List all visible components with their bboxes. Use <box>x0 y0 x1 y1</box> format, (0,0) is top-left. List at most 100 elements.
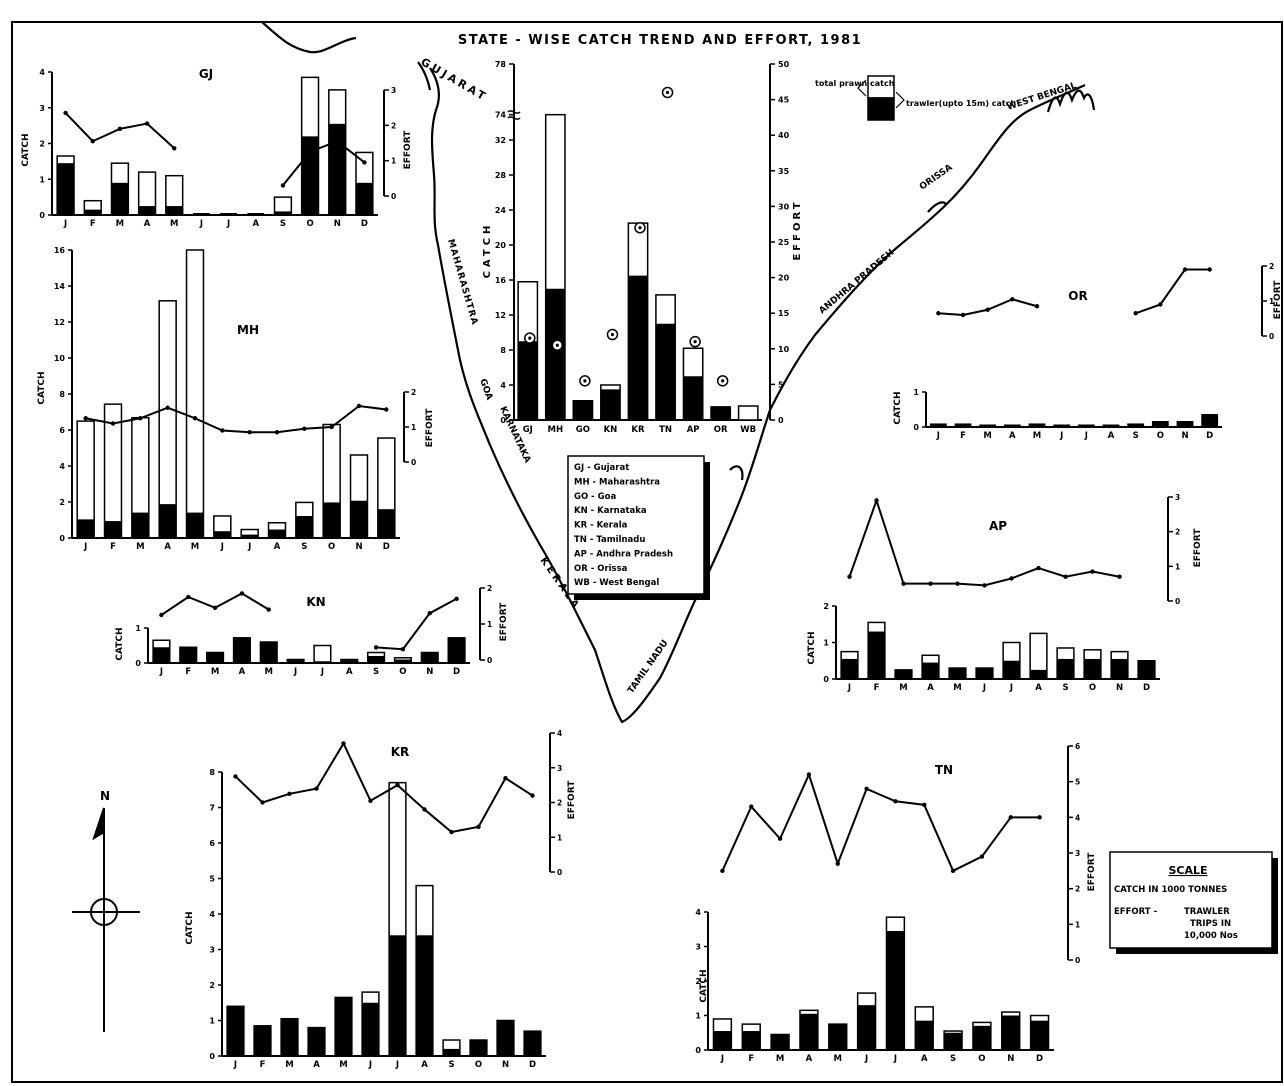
kr-trawler-bar <box>227 1006 244 1056</box>
scale-box-frame <box>1109 851 1273 949</box>
or-trawler-bar <box>1202 414 1218 427</box>
or-month-label: A <box>1009 431 1016 441</box>
figure-border <box>11 21 1283 1083</box>
summary-trawler-bar <box>600 389 621 420</box>
tn-effort-tick-label: 5 <box>1075 778 1080 787</box>
gj-trawler-bar <box>301 136 319 215</box>
ap-month-label: O <box>1089 683 1096 693</box>
tn-trawler-bar <box>713 1031 732 1050</box>
or-month-label: J <box>1059 431 1063 441</box>
kr-effort-axis-title: EFFORT <box>567 780 577 820</box>
summary-trawler-bar <box>683 376 703 420</box>
summary-effort-marker-dot <box>638 226 642 230</box>
tn-month-label: O <box>978 1054 985 1064</box>
mh-effort-line <box>85 404 387 434</box>
scale-catch: CATCH IN 1000 TONNES <box>1114 885 1227 895</box>
or-trawler-bar <box>1078 425 1094 427</box>
mh-month-label: M <box>191 542 199 552</box>
ap-month-label: A <box>927 683 934 693</box>
ap-trawler-bar <box>949 668 966 679</box>
kr-catch-tick-label: 7 <box>209 804 215 813</box>
kr-effort-tick-label: 3 <box>557 764 562 773</box>
ap-month-label: A <box>1035 683 1042 693</box>
or-trawler-bar <box>1004 425 1020 427</box>
gj-month-label: S <box>280 219 286 229</box>
or-trawler-bar <box>1152 421 1168 427</box>
mh-month-label: M <box>136 542 144 552</box>
kn-trawler-bar <box>233 637 251 663</box>
or-effort-point <box>1207 267 1212 272</box>
kr-effort-tick-label: 2 <box>557 799 562 808</box>
tn-catch-axis-title: CATCH <box>699 969 709 1002</box>
kn-trawler-bar <box>153 647 170 663</box>
summary-catch-tick-label: 16 <box>495 276 507 285</box>
kr-trawler-bar <box>308 1027 325 1056</box>
mh-effort-tick-label: 0 <box>411 458 416 467</box>
mh-total-bar <box>158 300 177 539</box>
tn-month-label: J <box>893 1054 897 1064</box>
mh-trawler-bar <box>186 512 204 538</box>
or-month-label: O <box>1157 431 1164 441</box>
kr-month-label: S <box>448 1060 454 1070</box>
summary-effort-tick-label: 20 <box>778 274 790 283</box>
state-legend-row: MH - Maharashtra <box>574 477 660 487</box>
kn-month-label: M <box>211 667 219 677</box>
summary-category-label: AP <box>687 425 700 435</box>
kr-catch-axis-title: CATCH <box>185 911 195 944</box>
ap-trawler-bar <box>1138 660 1155 679</box>
mh-catch-tick-label: 10 <box>54 354 66 363</box>
ap-effort-tick-label: 0 <box>1175 597 1180 606</box>
mh-trawler-bar <box>213 531 231 538</box>
tn-month-label: N <box>1007 1054 1014 1064</box>
chilka-lake <box>927 201 947 213</box>
mh-trawler-bar <box>104 521 122 538</box>
kn-effort-line <box>160 592 270 616</box>
kr-month-label: M <box>285 1060 293 1070</box>
mh-trawler-bar <box>241 534 259 538</box>
tn-trawler-bar <box>1030 1020 1049 1050</box>
ap-catch-tick-label: 2 <box>823 602 829 611</box>
gj-trawler-bar <box>84 209 102 215</box>
or-effort-tick-label: 0 <box>1269 332 1274 341</box>
tn-catch-tick-label: 1 <box>695 1012 701 1021</box>
kn-month-label: D <box>453 667 460 677</box>
gj-trawler-bar <box>138 206 156 215</box>
mh-catch-tick-label: 16 <box>54 246 66 255</box>
or-month-label: F <box>960 431 966 441</box>
map-label-orissa: ORISSA <box>918 163 954 193</box>
mh-catch-tick-label: 4 <box>59 462 65 471</box>
kr-month-label: D <box>529 1060 536 1070</box>
ap-state-label: AP <box>989 519 1007 533</box>
or-month-label: J <box>936 431 940 441</box>
mh-total-bar <box>185 249 205 539</box>
mh-state-label: MH <box>237 323 259 337</box>
mh-month-label: J <box>83 542 87 552</box>
kn-effort-tick-label: 2 <box>487 584 492 593</box>
kn-trawler-bar <box>287 660 304 663</box>
scale-title: SCALE <box>1168 864 1207 877</box>
or-trawler-bar <box>1128 424 1144 427</box>
summary-category-label: KN <box>604 425 618 435</box>
tn-trawler-bar <box>886 930 905 1050</box>
gj-month-label: J <box>63 219 67 229</box>
kn-effort-point <box>373 645 379 650</box>
gj-trawler-bar <box>165 206 183 215</box>
tn-catch-tick-label: 3 <box>695 943 701 952</box>
ap-trawler-bar <box>976 668 993 679</box>
tn-trawler-bar <box>742 1031 761 1050</box>
gj-month-label: M <box>116 219 124 229</box>
summary-category-label: GO <box>576 425 590 435</box>
or-month-label: S <box>1133 431 1139 441</box>
tn-effort-tick-label: 2 <box>1075 885 1080 894</box>
kn-trawler-bar <box>421 652 439 663</box>
summary-catch-tick-label: 12 <box>495 311 506 320</box>
kr-trawler-bar <box>254 1025 271 1056</box>
or-chart: 0 1 0 1 2 J F M A M J J A S O N D OR CATCH EFFORT <box>893 262 1283 441</box>
gj-month-label: A <box>252 219 259 229</box>
map-label-westbengal: WEST BENGAL <box>1006 81 1078 113</box>
kr-effort-tick-label: 1 <box>557 833 562 842</box>
mh-catch-tick-label: 14 <box>54 282 66 291</box>
kn-effort-tick-label: 0 <box>487 656 492 665</box>
kn-catch-axis-title: CATCH <box>115 627 125 660</box>
state-legend-row: KR - Kerala <box>574 521 628 531</box>
